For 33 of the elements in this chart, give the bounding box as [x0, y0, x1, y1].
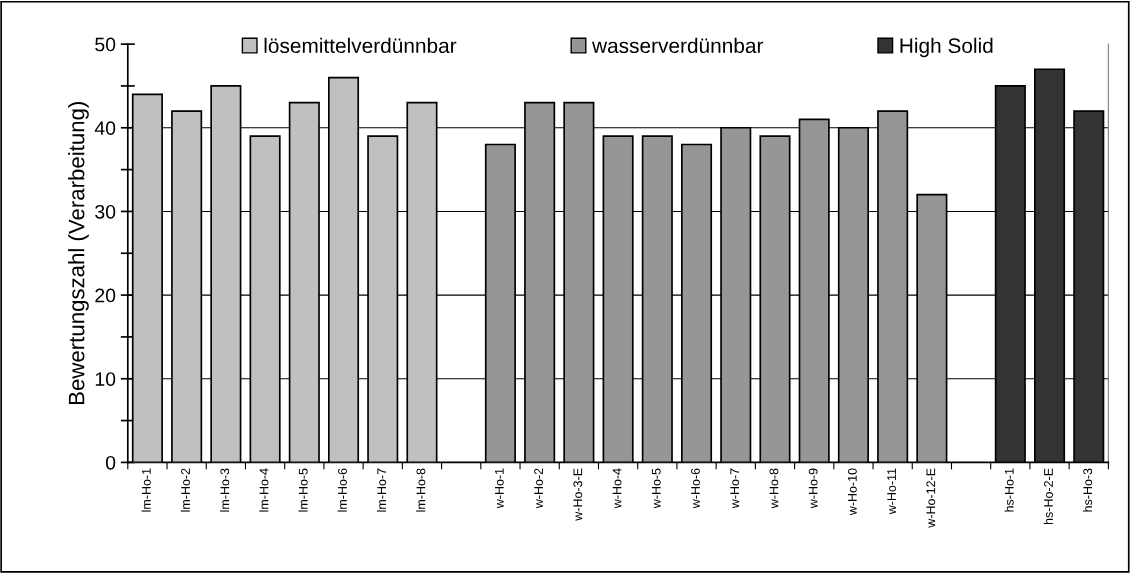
y-tick-label: 40 — [94, 121, 116, 136]
x-tick-label: w-Ho-12-E — [926, 468, 936, 528]
x-tick-label: w-Ho-9 — [808, 468, 818, 509]
x-tick-label: w-Ho-2 — [534, 468, 543, 509]
x-tick-label: w-Ho-1 — [495, 468, 504, 509]
legend-label: wasserverdünnbar — [592, 37, 764, 54]
x-tick-label: hs-Ho-1 — [1004, 468, 1014, 512]
x-tick-label: hs-Ho-3 — [1082, 468, 1093, 512]
x-tick-label: lm-Ho-4 — [259, 468, 269, 512]
y-axis-title: Bewertungszahl (Verarbeitung) — [68, 102, 89, 404]
x-tick-label: lm-Ho-7 — [376, 468, 387, 512]
x-tick-label: lm-Ho-5 — [298, 468, 308, 512]
legend-label: lösemittelverdünnbar — [264, 37, 457, 54]
x-tick-label: w-Ho-6 — [691, 468, 700, 509]
x-tick-label: w-Ho-4 — [612, 468, 622, 509]
y-tick-label: 0 — [105, 455, 116, 470]
y-tick-label: 10 — [95, 372, 116, 386]
legend-label: High Solid — [900, 37, 993, 58]
x-tick-label: w-Ho-7 — [730, 468, 740, 509]
y-tick-label: 50 — [95, 37, 116, 52]
x-tick-label: lm-Ho-6 — [337, 468, 347, 512]
x-tick-label: w-Ho-3-E — [573, 468, 583, 521]
x-tick-label: w-Ho-5 — [651, 468, 661, 509]
x-tick-label: lm-Ho-8 — [416, 468, 426, 512]
x-tick-label: lm-Ho-1 — [141, 468, 151, 512]
x-tick-label: lm-Ho-2 — [180, 468, 190, 512]
x-tick-label: w-Ho-8 — [769, 468, 779, 509]
y-tick-label: 30 — [95, 204, 116, 219]
x-tick-label: w-Ho-10 — [847, 468, 857, 516]
x-tick-label: lm-Ho-3 — [220, 468, 230, 512]
x-tick-label: w-Ho-11 — [887, 468, 897, 515]
y-tick-label: 20 — [95, 288, 116, 303]
x-tick-label: hs-Ho-2-E — [1043, 468, 1053, 525]
